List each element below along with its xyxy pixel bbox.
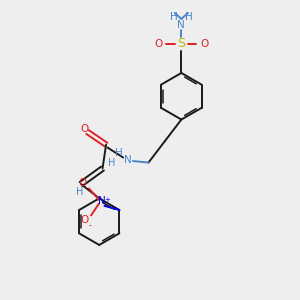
Text: H: H <box>170 12 178 22</box>
Text: S: S <box>177 38 185 50</box>
Text: H: H <box>76 188 83 197</box>
Text: O: O <box>78 178 86 188</box>
Text: -: - <box>89 221 92 230</box>
Text: O: O <box>80 124 88 134</box>
Text: N: N <box>178 20 185 30</box>
Text: O: O <box>154 39 163 49</box>
Text: N: N <box>124 154 131 165</box>
Text: H: H <box>116 148 123 158</box>
Text: +: + <box>104 197 110 203</box>
Text: O: O <box>200 39 208 49</box>
Text: H: H <box>185 12 193 22</box>
Text: N: N <box>98 196 105 206</box>
Text: H: H <box>108 158 116 168</box>
Text: O: O <box>80 215 88 226</box>
